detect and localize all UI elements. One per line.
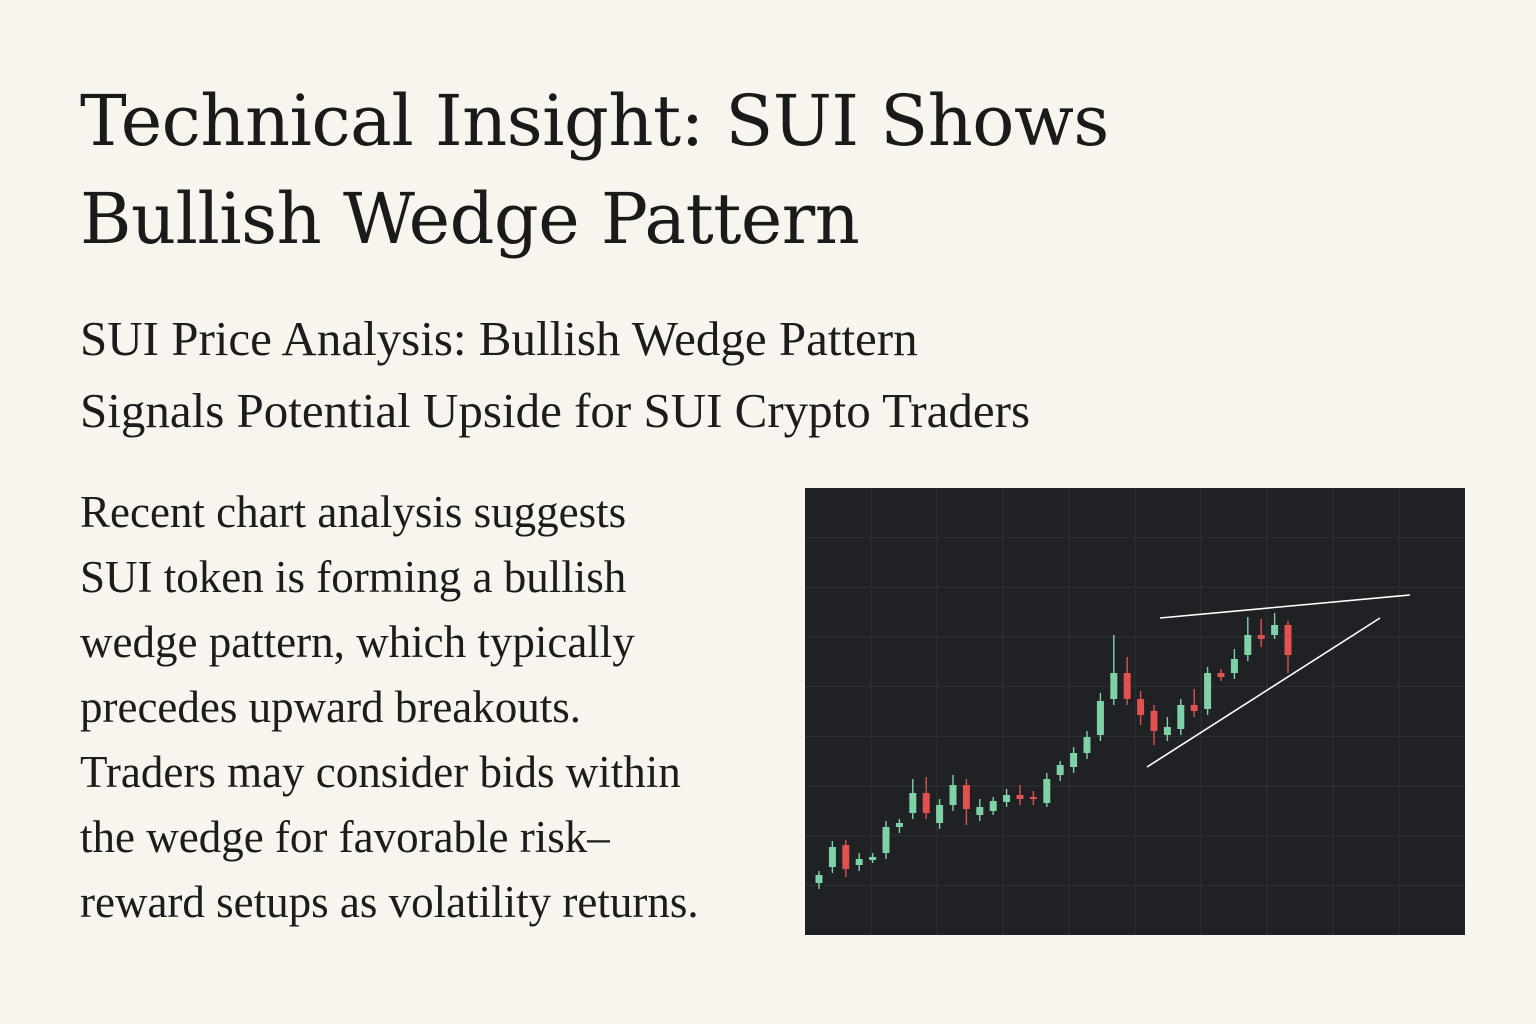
candle-bullish [1003, 789, 1011, 807]
candle-bullish [869, 853, 877, 863]
candle-body [1257, 635, 1265, 639]
body-line: SUI token is forming a bullish [80, 552, 627, 602]
candle-bullish [882, 821, 890, 859]
candle-body [1016, 795, 1024, 799]
article-headline: Technical Insight: SUI Shows Bullish Wed… [80, 72, 1380, 268]
candle-bullish [1056, 761, 1064, 781]
chart-grid [805, 488, 1465, 935]
candle-body [1217, 673, 1225, 677]
candle-body [1003, 795, 1011, 802]
candle-bullish [1070, 747, 1078, 773]
candle-bearish [842, 840, 850, 877]
candle-body [815, 875, 823, 883]
candle-bearish [1137, 691, 1145, 725]
candle-body [1284, 625, 1292, 655]
candle-bearish [1150, 705, 1158, 745]
candle-bullish [1204, 667, 1212, 715]
candle-body [1244, 635, 1252, 655]
candle-body [1083, 737, 1091, 753]
candle-bearish [922, 777, 930, 819]
candle-bearish [1190, 689, 1198, 717]
candle-bullish [828, 841, 836, 873]
candle-body [1029, 797, 1037, 799]
candle-body [1204, 673, 1212, 709]
candle-body [1110, 673, 1118, 699]
candle-bearish [1029, 791, 1037, 805]
candle-body [1096, 701, 1104, 735]
candle-bullish [976, 799, 984, 821]
candle-bullish [989, 797, 997, 815]
article-subheadline: SUI Price Analysis: Bullish Wedge Patter… [80, 303, 1280, 447]
candle-bullish [1083, 731, 1091, 759]
candle-bullish [1230, 649, 1238, 679]
candle-bullish [936, 799, 944, 829]
candle-body [1190, 705, 1198, 711]
candle-body [949, 785, 957, 805]
article-body: Recent chart analysis suggests SUI token… [80, 480, 780, 935]
candle-body [962, 785, 970, 809]
candle-body [1043, 779, 1051, 803]
candle-bullish [1163, 717, 1171, 741]
candle-body [1177, 705, 1185, 729]
wedge-upper-trendline [1159, 594, 1411, 619]
candle-body [1271, 625, 1279, 635]
candle-bearish [962, 779, 970, 825]
candlestick-chart [805, 488, 1465, 935]
candle-bearish [1016, 785, 1024, 805]
candle-bullish [949, 775, 957, 811]
candle-body [936, 805, 944, 823]
candle-body [909, 793, 917, 813]
candle-bearish [1284, 621, 1292, 673]
body-line: Traders may consider bids within [80, 747, 681, 797]
price-chart-panel [805, 488, 1465, 935]
candle-body [989, 801, 997, 811]
body-line: the wedge for favorable risk– [80, 812, 610, 862]
candle-bearish [1217, 669, 1225, 681]
headline-line: Technical Insight: SUI Shows [80, 80, 1109, 162]
candle-bullish [1043, 773, 1051, 807]
body-line: wedge pattern, which typically [80, 617, 635, 667]
wedge-lower-trendline [1146, 617, 1381, 768]
body-line: precedes upward breakouts. [80, 682, 582, 732]
headline-line: Bullish Wedge Pattern [80, 178, 860, 260]
subheadline-line: SUI Price Analysis: Bullish Wedge Patter… [80, 311, 918, 366]
candle-body [1150, 711, 1158, 731]
candle-body [1070, 753, 1078, 767]
candle-body [976, 807, 984, 815]
candle-bullish [1096, 693, 1104, 741]
candle-body [855, 859, 863, 865]
candle-body [869, 857, 877, 860]
candle-body [1137, 699, 1145, 715]
candle-body [922, 793, 930, 813]
candle-body [1230, 659, 1238, 673]
candle-bullish [1244, 617, 1252, 661]
candle-body [842, 845, 850, 869]
body-line: Recent chart analysis suggests [80, 487, 627, 537]
candle-bullish [909, 779, 917, 819]
candle-bullish [855, 853, 863, 871]
candle-bullish [1271, 613, 1279, 639]
candle-bullish [815, 871, 823, 889]
body-line: reward setups as volatility returns. [80, 877, 699, 927]
candles [815, 613, 1292, 889]
candle-bullish [1110, 635, 1118, 705]
candle-body [895, 823, 903, 827]
candle-body [882, 827, 890, 853]
candle-bullish [1177, 699, 1185, 735]
subheadline-line: Signals Potential Upside for SUI Crypto … [80, 383, 1031, 438]
candle-body [828, 847, 836, 867]
trendlines [1146, 594, 1411, 768]
candle-bullish [895, 819, 903, 833]
candle-body [1056, 765, 1064, 775]
candle-bearish [1257, 619, 1265, 647]
candle-body [1123, 673, 1131, 699]
candle-body [1163, 727, 1171, 735]
candle-bearish [1123, 657, 1131, 705]
